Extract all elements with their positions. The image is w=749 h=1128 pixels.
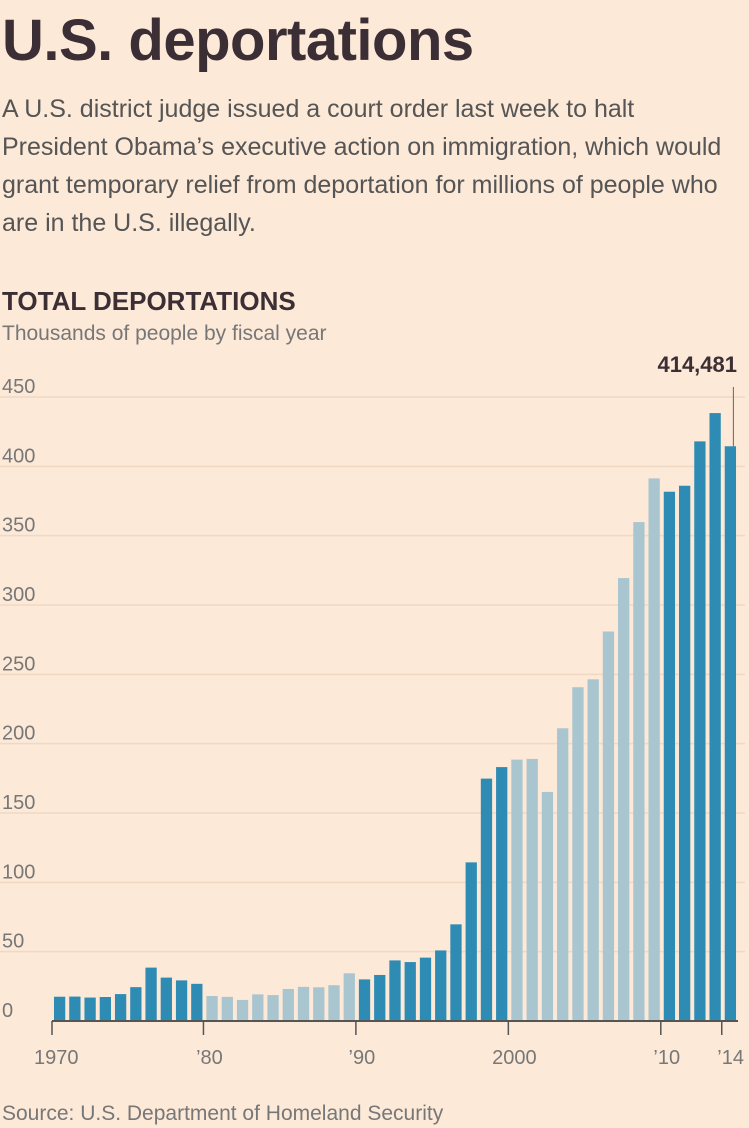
bar [130,987,142,1021]
bar [572,687,584,1021]
bar [175,980,188,1021]
y-tick-label: 150 [2,792,35,814]
bar [587,679,599,1021]
y-tick-label: 350 [2,515,35,537]
y-tick-label: 250 [2,653,35,675]
bar [724,446,737,1021]
bar [648,478,660,1021]
deportations-bar-chart: 0 50 100 150 200 250 300 350 400 450 1970 ’80 ’90 200… [0,352,745,1069]
y-tick-label: 0 [2,1000,13,1022]
bar [602,631,615,1021]
bar [557,728,569,1021]
bar [358,979,371,1021]
bar [450,924,462,1021]
bar [526,758,538,1021]
headline: U.S. deportations [2,8,474,73]
bar [419,957,432,1021]
bar [114,994,127,1021]
bar [145,967,157,1021]
source-note: Source: U.S. Department of Homeland Secu… [2,1102,444,1125]
bar [99,997,111,1021]
x-tick-label: 2000 [492,1047,537,1069]
bar [679,485,691,1021]
bar [709,413,721,1021]
bar [663,491,676,1021]
dek-text: A U.S. district judge issued a court ord… [2,95,722,237]
y-tick-label: 100 [2,861,35,883]
bar [633,522,645,1021]
bar [694,441,706,1022]
bar [465,862,477,1021]
chart-subtitle: Thousands of people by fiscal year [2,322,327,345]
bar [496,767,508,1021]
bar [618,578,630,1021]
chart-title: TOTAL DEPORTATIONS [2,286,296,316]
bar [191,983,203,1021]
gridlines [0,396,745,953]
x-tick-label: 1970 [34,1047,79,1069]
bar [343,973,355,1021]
bars [53,413,737,1022]
bar [511,759,523,1021]
y-tick-label: 400 [2,445,35,467]
bar [541,791,554,1021]
annotation-label: 414,481 [657,352,737,377]
bar [389,960,401,1021]
bar [404,962,416,1021]
bar [69,996,81,1021]
bar [53,996,66,1021]
bar [206,996,218,1021]
x-tick-label: ’80 [196,1047,223,1069]
bar [282,988,294,1021]
x-tick-label: ’10 [653,1047,680,1069]
bar [236,999,249,1021]
bar [435,950,447,1021]
bar [328,985,340,1021]
axes [51,1020,738,1035]
y-tick-label: 50 [2,931,24,953]
bar [297,986,310,1021]
bar [313,987,325,1021]
labels: 0 50 100 150 200 250 300 350 400 450 1970 ’80 ’90 200… [2,352,744,1069]
x-tick-label: ’90 [349,1047,376,1069]
bar [267,995,279,1021]
bar [84,997,96,1021]
bar [221,996,233,1021]
bar [374,974,386,1021]
bar [480,778,493,1021]
y-tick-label: 450 [2,376,35,398]
bar [160,977,172,1021]
y-tick-label: 200 [2,723,35,745]
x-tick-label: ’14 [717,1047,744,1069]
bar [252,994,264,1021]
y-tick-label: 300 [2,584,35,606]
